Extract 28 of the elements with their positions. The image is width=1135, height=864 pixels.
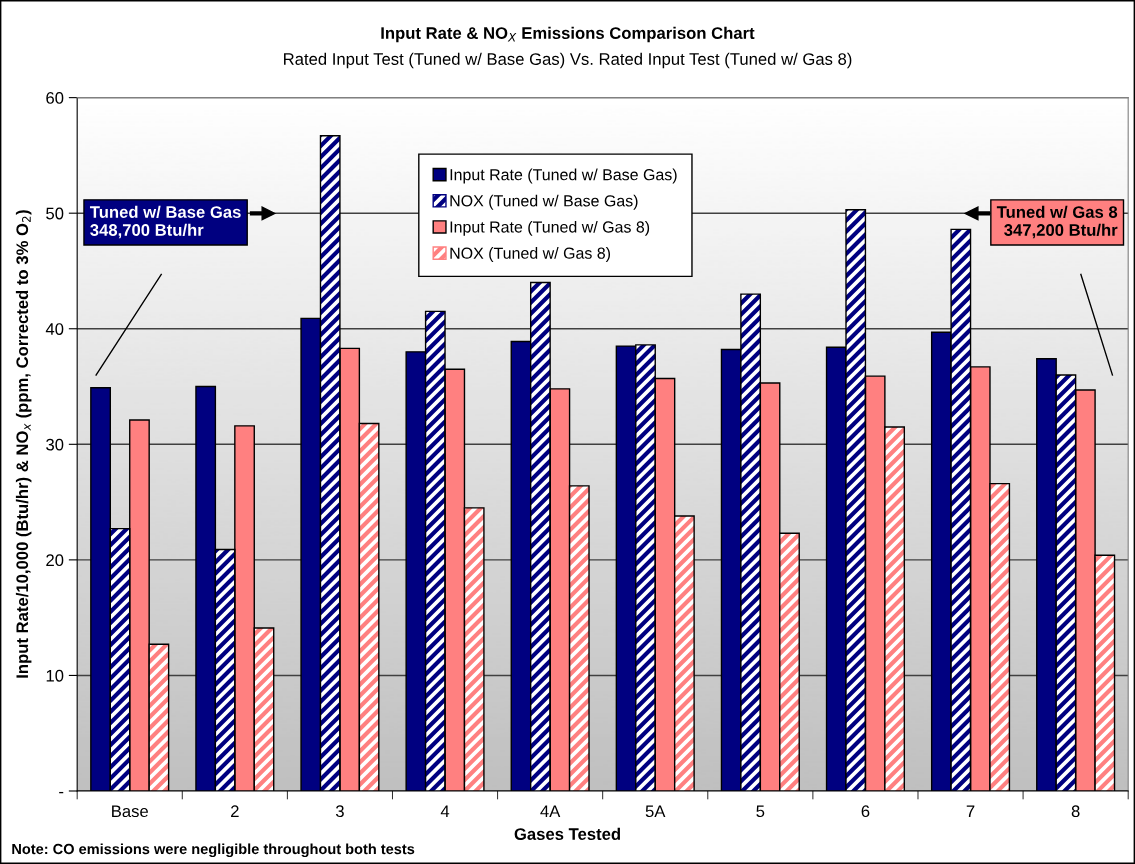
x-tick-label: 8 <box>1071 805 1080 818</box>
x-tick-label: 3 <box>335 805 344 818</box>
y-tick-label: 40 <box>45 323 64 335</box>
x-tick-label: 4 <box>440 805 450 817</box>
legend-label: Input Rate (Tuned w/ Gas 8) <box>450 220 650 236</box>
x-tick-label: 4A <box>540 805 561 817</box>
x-tick-label: 7 <box>966 805 975 817</box>
x-tick-label: 6 <box>861 805 870 818</box>
y-tick-label: 30 <box>46 438 64 451</box>
annotation: Tuned w/ Base Gas 348,700 Btu/hr <box>89 205 241 239</box>
x-axis-title: Gases Tested <box>514 827 620 840</box>
y-tick-label: 20 <box>46 554 64 567</box>
y-tick-label: 60 <box>46 92 64 104</box>
legend-label: NOX (Tuned w/ Base Gas) <box>450 194 638 210</box>
annotation: Tuned w/ Gas 8 347,200 Btu/hr <box>996 205 1118 239</box>
legend-label: Input Rate (Tuned w/ Base Gas) <box>450 168 677 184</box>
y-axis-title: Input Rate/10,000 (Btu/hr) & NO$_{x}$ (ppm, Corrected to 3% O$_{2}$) <box>15 210 32 678</box>
text: Note: CO emissions were negligible throughout both tests <box>12 843 415 858</box>
y-tick-label: 10 <box>46 669 64 682</box>
x-tick-label: 5 <box>756 805 765 818</box>
chart-title: Input Rate & NO$_{X}$ Emissions Comparison Chart <box>381 26 755 43</box>
y-tick-label: - <box>59 791 64 794</box>
x-tick-label: 5A <box>645 805 666 818</box>
legend-label: NOX (Tuned w/ Gas 8) <box>450 247 611 262</box>
x-tick-label: 2 <box>231 805 239 817</box>
chart-subtitle: Rated Input Test (Tuned w/ Base Gas) Vs. Rated Input Test (Tuned w/ Gas 8) <box>284 52 852 69</box>
x-tick-label: Base <box>112 805 148 818</box>
y-tick-label: 50 <box>46 207 64 220</box>
